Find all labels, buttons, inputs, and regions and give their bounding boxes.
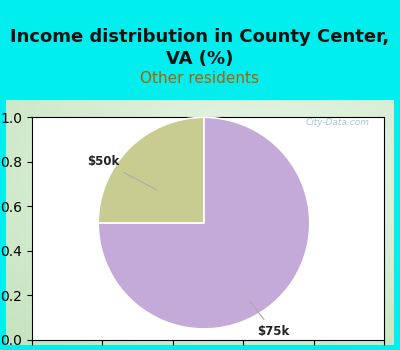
Wedge shape	[98, 117, 310, 329]
Wedge shape	[98, 117, 204, 223]
Text: Other residents: Other residents	[140, 71, 260, 86]
Text: Income distribution in County Center,
VA (%): Income distribution in County Center, VA…	[10, 28, 390, 68]
Text: City-Data.com: City-Data.com	[306, 118, 370, 127]
Text: $75k: $75k	[250, 301, 289, 337]
Text: $50k: $50k	[87, 155, 157, 190]
